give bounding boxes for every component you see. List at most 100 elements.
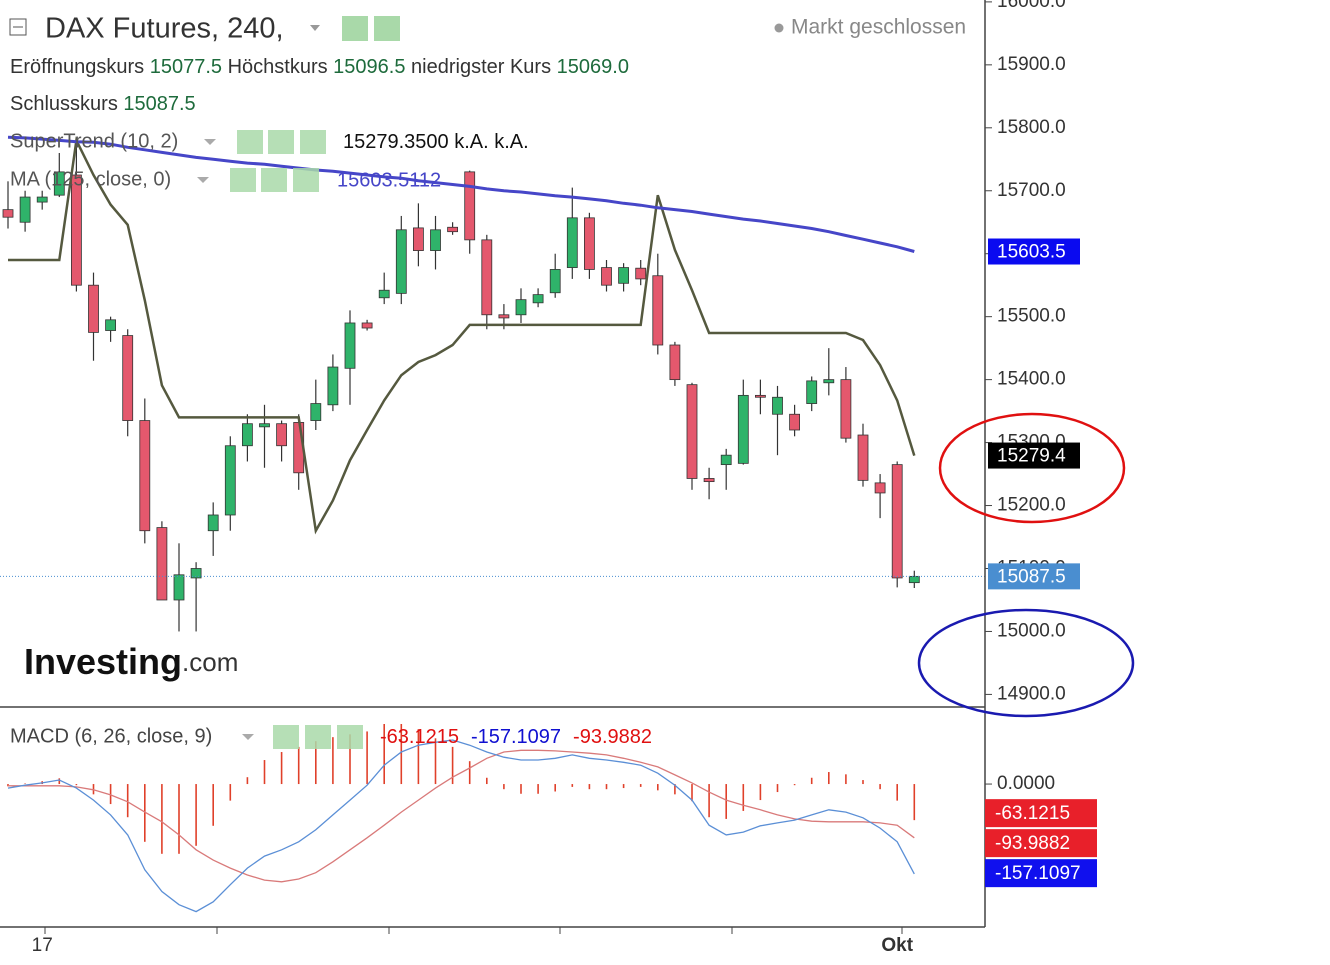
dropdown[interactable] — [242, 734, 254, 740]
candle-body — [105, 319, 116, 331]
candle-body — [2, 209, 14, 218]
indicator-line — [7, 135, 915, 253]
candle-body — [310, 403, 322, 421]
legend-values: -63.1215 -157.1097 -93.9882 — [380, 726, 652, 748]
candle-body — [173, 574, 185, 601]
icon-gear[interactable] — [374, 16, 400, 41]
icon-eye[interactable] — [237, 130, 263, 154]
highlight-ellipse — [917, 608, 1135, 718]
candle-body — [755, 394, 766, 398]
logo-suffix: .com — [182, 647, 238, 677]
candle-body — [584, 217, 595, 270]
y-tick-label: 0.0000 — [997, 773, 1055, 794]
price-marker — [988, 238, 1080, 265]
price-marker-label: -157.1097 — [995, 863, 1081, 884]
x-tick-label: 17 — [32, 935, 53, 956]
plot-area — [0, 135, 985, 913]
candle-body — [772, 396, 783, 415]
ohlc-line: Eröffnungskurs 15077.5 Höchstkurs 15096.… — [10, 56, 629, 78]
ohlc-value: 15087.5 — [123, 93, 195, 115]
candle-body — [122, 335, 134, 421]
candle-body — [686, 384, 698, 479]
candle-body — [891, 464, 903, 579]
candle-body — [549, 269, 561, 294]
legend-value: k.A. — [494, 131, 528, 153]
y-tick-label: 15000.0 — [997, 620, 1066, 641]
y-tick-label: 15400.0 — [997, 369, 1066, 390]
price-marker — [985, 829, 1097, 858]
candle-body — [88, 284, 99, 333]
y-tick-label: 15700.0 — [997, 180, 1066, 201]
icon-close[interactable] — [293, 168, 319, 192]
legend-values: 15279.3500 k.A. k.A. — [343, 131, 529, 153]
candle-body — [190, 568, 202, 579]
candle-body — [156, 527, 168, 601]
candle-body — [618, 267, 629, 284]
candle-body — [874, 482, 886, 494]
dropdown[interactable] — [310, 25, 320, 31]
candle-body — [703, 478, 715, 483]
icon-gear[interactable] — [305, 725, 331, 749]
candle-body — [823, 379, 835, 384]
candle-body — [908, 575, 920, 584]
candle-body — [498, 314, 510, 319]
candle-body — [737, 394, 749, 464]
candle-body — [361, 322, 373, 329]
legend-value: -63.1215 — [380, 726, 459, 748]
legend-name: SuperTrend (10, 2) — [10, 130, 178, 152]
highlight-ellipse — [938, 412, 1126, 524]
icon-eye[interactable] — [273, 725, 299, 749]
legend-value: -157.1097 — [471, 726, 561, 748]
price-marker-label: -93.9882 — [995, 833, 1070, 854]
candle-body — [412, 227, 424, 251]
candle-body — [566, 217, 578, 268]
y-tick-label: 16000.0 — [997, 0, 1066, 12]
macd-line — [7, 739, 915, 913]
ohlc-line: Schlusskurs 15087.5 — [10, 93, 196, 115]
legend-value: 15603.5112 — [337, 169, 441, 191]
candle-body — [515, 299, 527, 316]
x-ticks — [44, 927, 903, 934]
chart-title: DAX Futures, 240, — [45, 13, 284, 45]
price-marker-label: 15279.4 — [997, 446, 1066, 467]
candle-body — [532, 294, 544, 304]
candle-body — [430, 229, 441, 251]
status-dot — [774, 23, 784, 33]
icon-close[interactable] — [337, 725, 363, 749]
logo-text: Investing — [24, 641, 182, 682]
candle-body — [720, 454, 732, 466]
candle-body — [395, 229, 407, 294]
icon-eye[interactable] — [342, 16, 368, 41]
candle-body — [806, 380, 818, 404]
candle-body — [447, 226, 459, 233]
x-tick-label: Okt — [881, 935, 913, 956]
collapse-box[interactable] — [9, 18, 27, 36]
dropdown[interactable] — [204, 139, 216, 145]
ohlc-label: Schlusskurs — [10, 93, 118, 115]
candle-body — [481, 239, 493, 316]
candle-body — [19, 196, 31, 223]
macd-title: MACD (6, 26, close, 9) — [10, 725, 212, 747]
price-marker — [988, 563, 1080, 590]
icon-eye[interactable] — [230, 168, 256, 192]
dropdown[interactable] — [197, 177, 209, 183]
y-tick-label: 15200.0 — [997, 495, 1066, 516]
ohlc-value: 15096.5 — [333, 56, 405, 78]
ohlc-value: 15069.0 — [557, 56, 629, 78]
candle-body — [652, 275, 664, 346]
legend-value: -93.9882 — [573, 726, 652, 748]
icon-gear[interactable] — [261, 168, 287, 192]
indicator-line — [8, 136, 916, 535]
price-marker-label: 15603.5 — [997, 242, 1066, 263]
candle-body — [857, 434, 869, 481]
icon-close[interactable] — [300, 130, 326, 154]
candle-body — [344, 322, 356, 369]
ohlc-label: Höchstkurs — [228, 56, 328, 78]
y-tick-label: 15800.0 — [997, 117, 1066, 138]
candle-body — [71, 174, 82, 286]
y-tick-label: 15900.0 — [997, 54, 1066, 75]
icon-gear[interactable] — [268, 130, 294, 154]
ohlc-label: Eröffnungskurs — [10, 56, 144, 78]
legend-value: 15279.3500 — [343, 131, 449, 153]
